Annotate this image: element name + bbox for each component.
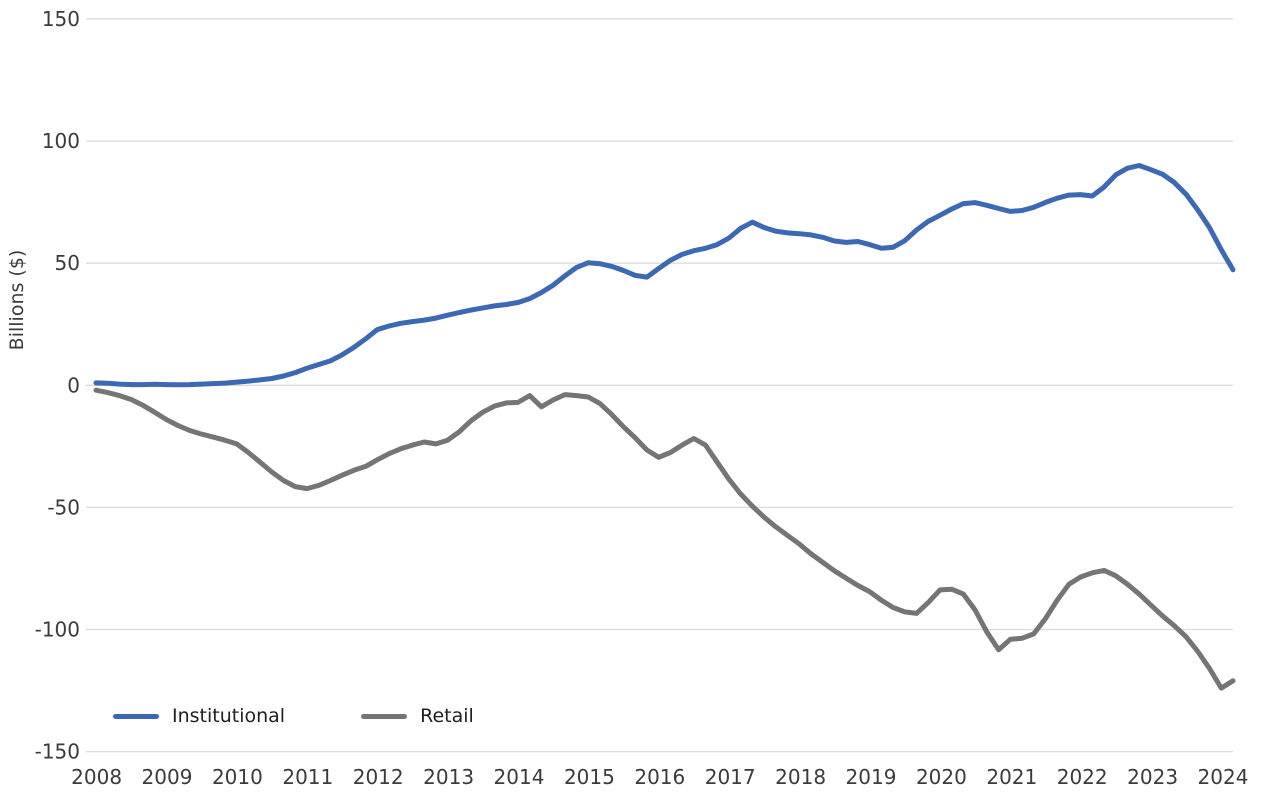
y-tick-label-150: 150 (42, 7, 80, 31)
legend-label-institutional: Institutional (172, 705, 286, 727)
x-tick-label-2016: 2016 (634, 765, 685, 789)
x-tick-label-2014: 2014 (494, 765, 545, 789)
y-tick-label-0: 0 (67, 373, 80, 397)
x-tick-label-2011: 2011 (282, 765, 333, 789)
x-tick-label-2008: 2008 (71, 765, 122, 789)
x-axis-tick-labels: 2008 2009 2010 2011 2012 2013 2014 2015 2016 2017… (71, 765, 1248, 789)
x-tick-label-2023: 2023 (1127, 765, 1178, 789)
legend-item-retail: Retail (361, 705, 474, 727)
series-lines (93, 163, 1236, 691)
x-tick-label-2015: 2015 (564, 765, 615, 789)
y-tick-label--50: -50 (47, 495, 80, 519)
series-line-retail (93, 387, 1236, 691)
x-tick-label-2022: 2022 (1057, 765, 1108, 789)
legend-label-retail: Retail (420, 705, 474, 727)
x-tick-label-2018: 2018 (775, 765, 826, 789)
y-tick-label--100: -100 (35, 618, 80, 642)
y-axis-tick-labels: 150 100 50 0 -50 -100 -150 (35, 7, 80, 764)
x-tick-label-2021: 2021 (986, 765, 1037, 789)
x-tick-label-2019: 2019 (846, 765, 897, 789)
legend: Institutional Retail (113, 705, 474, 727)
gridlines (86, 18, 1233, 753)
x-tick-label-2020: 2020 (916, 765, 967, 789)
y-tick-label-50: 50 (55, 251, 80, 275)
retail-line-swatch (361, 713, 408, 719)
y-axis-title-text: Billions ($) (6, 249, 28, 351)
y-tick-label--150: -150 (35, 740, 80, 764)
x-tick-label-2024: 2024 (1198, 765, 1249, 789)
x-tick-label-2009: 2009 (142, 765, 193, 789)
y-tick-label-100: 100 (42, 129, 80, 153)
series-line-institutional (93, 163, 1236, 388)
x-tick-label-2012: 2012 (353, 765, 404, 789)
legend-item-institutional: Institutional (113, 705, 285, 727)
institutional-line-swatch (113, 713, 159, 719)
x-tick-label-2010: 2010 (212, 765, 263, 789)
x-tick-label-2017: 2017 (705, 765, 756, 789)
x-tick-label-2013: 2013 (423, 765, 474, 789)
